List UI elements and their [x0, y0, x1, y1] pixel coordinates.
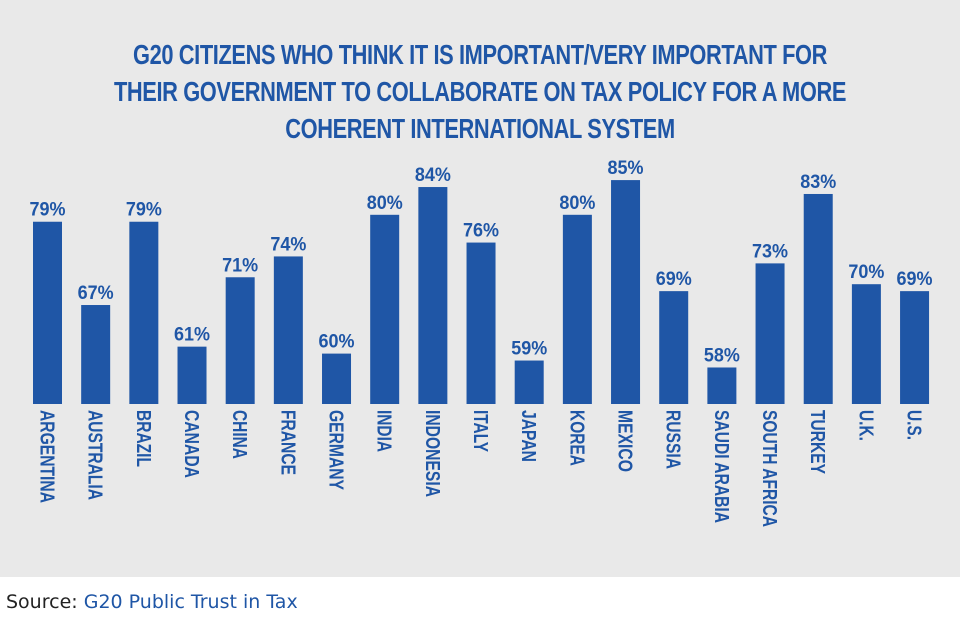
category-label: INDIA	[373, 410, 395, 452]
value-label: 79%	[126, 200, 162, 221]
category-label: KOREA	[565, 410, 587, 466]
source-label: Source:	[6, 591, 78, 613]
category-label: FRANCE	[276, 410, 298, 475]
bar-chart: 79% ARGENTINA 67% AUSTRALIA 79% BRAZIL 61% CANA…	[30, 158, 933, 527]
value-label: 59%	[511, 339, 547, 360]
bar-china	[225, 277, 255, 404]
category-label: ARGENTINA	[36, 410, 58, 503]
bar-indonesia	[418, 187, 448, 404]
value-label: 85%	[608, 158, 644, 179]
category-label: TURKEY	[806, 410, 828, 475]
category-label: U.K.	[854, 410, 876, 441]
bar-mexico	[611, 180, 641, 404]
value-label: 69%	[897, 269, 933, 290]
bar-south-africa	[755, 263, 785, 404]
category-label: MEXICO	[614, 410, 636, 472]
value-label: 70%	[848, 262, 884, 283]
category-label: SAUDI ARABIA	[710, 410, 732, 523]
bar-u-s-	[900, 291, 930, 404]
value-label: 60%	[319, 332, 355, 353]
bar-brazil	[129, 221, 159, 404]
category-label: JAPAN	[517, 410, 539, 462]
bar-australia	[81, 305, 111, 404]
chart-title: G20 CITIZENS WHO THINK IT IS IMPORTANT/V…	[106, 36, 855, 147]
value-label: 79%	[30, 200, 66, 221]
value-label: 67%	[78, 283, 114, 304]
category-label: INDONESIA	[421, 410, 443, 497]
category-label: RUSSIA	[662, 410, 684, 469]
source-note: Source: G20 Public Trust in Tax	[6, 591, 298, 613]
bar-turkey	[803, 193, 833, 404]
bar-japan	[514, 360, 544, 404]
title-line-1: G20 CITIZENS WHO THINK IT IS IMPORTANT/V…	[132, 39, 828, 70]
value-label: 80%	[559, 193, 595, 214]
category-label: BRAZIL	[132, 410, 154, 467]
value-label: 71%	[222, 255, 258, 276]
title-line-3: COHERENT INTERNATIONAL SYSTEM	[285, 113, 675, 144]
bar-france	[273, 256, 303, 404]
bar-germany	[322, 353, 352, 404]
category-label: CHINA	[228, 410, 250, 459]
bar-italy	[466, 242, 496, 404]
category-label: AUSTRALIA	[84, 410, 106, 500]
bar-u-k-	[851, 284, 881, 404]
value-label: 84%	[415, 165, 451, 186]
category-label: SOUTH AFRICA	[758, 410, 780, 527]
value-label: 61%	[174, 325, 210, 346]
value-label: 73%	[752, 241, 788, 262]
value-label: 69%	[656, 269, 692, 290]
category-label: GERMANY	[325, 410, 347, 491]
value-label: 80%	[367, 193, 403, 214]
bar-korea	[562, 214, 592, 404]
value-label: 58%	[704, 345, 740, 366]
category-label: ITALY	[469, 410, 491, 453]
bar-russia	[659, 291, 689, 404]
value-label: 83%	[800, 172, 836, 193]
bar-india	[370, 214, 400, 404]
title-line-2: THEIR GOVERNMENT TO COLLABORATE ON TAX P…	[113, 76, 847, 107]
bar-canada	[177, 346, 207, 404]
category-label: CANADA	[180, 410, 202, 478]
bar-argentina	[33, 221, 62, 404]
category-label: U.S.	[903, 410, 925, 440]
value-label: 74%	[270, 234, 306, 255]
value-label: 76%	[463, 221, 499, 242]
bar-saudi-arabia	[707, 367, 737, 404]
source-link[interactable]: G20 Public Trust in Tax	[83, 591, 298, 613]
